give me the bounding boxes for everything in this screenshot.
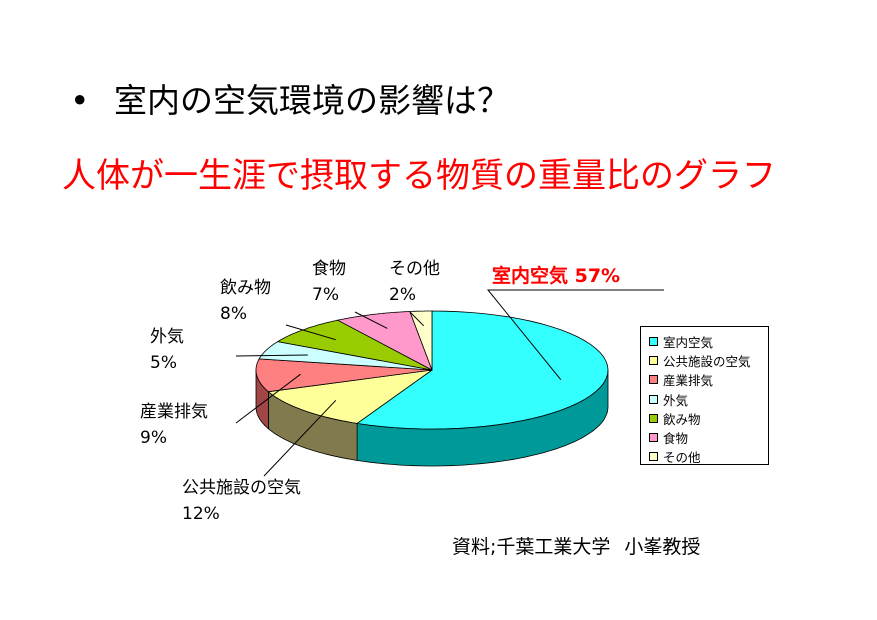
pie-slice-1 <box>267 369 433 424</box>
source-credit: 資料;千葉工業大学 小峯教授 <box>452 532 700 559</box>
legend-label-1: 公共施設の空気 <box>663 354 751 370</box>
legend-swatch-6 <box>649 452 658 462</box>
leader-line-5 <box>354 311 388 329</box>
legend-item-2: 産業排気 <box>649 370 768 389</box>
label-outdoor-value: 5% <box>150 353 177 373</box>
legend-swatch-5 <box>649 433 658 443</box>
label-drinks-value: 8% <box>220 304 247 324</box>
label-other-value: 2% <box>389 285 416 305</box>
legend-label-4: 飲み物 <box>663 411 701 427</box>
leader-line-3 <box>235 354 308 357</box>
legend-item-3: 外気 <box>649 390 768 409</box>
bullet-marker: • <box>70 81 90 120</box>
legend-item-1: 公共施設の空気 <box>649 351 768 370</box>
legend-item-6: その他 <box>649 447 768 466</box>
legend-item-0: 室内空気 <box>649 332 768 351</box>
pie-slice-2 <box>255 358 433 393</box>
leader-line-6 <box>409 311 425 327</box>
label-industrial-name: 産業排気 <box>140 402 208 422</box>
label-public-name: 公共施設の空気 <box>182 478 301 498</box>
legend-swatch-0 <box>649 337 658 347</box>
source-person: 小峯教授 <box>624 536 701 558</box>
label-food-name: 食物 <box>312 259 346 279</box>
leader-line-0 <box>486 289 664 381</box>
chart-legend: 室内空気公共施設の空気 産業排気外気飲み物食物その他 <box>640 326 769 465</box>
pie-slice-6 <box>409 310 433 371</box>
legend-swatch-4 <box>649 413 658 423</box>
legend-label-6: その他 <box>663 450 701 466</box>
pie-slice-3 <box>258 341 433 371</box>
pie-slice-5 <box>336 311 433 371</box>
source-label: 資料;千葉工業大学 <box>452 536 611 558</box>
legend-label-5: 食物 <box>663 431 689 447</box>
label-public-value: 12% <box>182 504 220 524</box>
legend-label-2: 産業排気 <box>663 373 714 389</box>
label-drinks-name: 飲み物 <box>220 278 271 298</box>
legend-item-4: 飲み物 <box>649 409 768 428</box>
legend-swatch-3 <box>649 394 658 404</box>
legend-label-0: 室内空気 <box>663 335 714 351</box>
leader-line-1 <box>263 399 337 477</box>
label-industrial-value: 9% <box>140 428 167 448</box>
legend-swatch-1 <box>649 356 658 366</box>
leader-line-2 <box>235 373 301 424</box>
heading-text: 室内の空気環境の影響は？ <box>114 81 510 120</box>
label-indoor: 室内空気 57% <box>492 264 620 287</box>
legend-label-3: 外気 <box>663 392 689 408</box>
label-other-name: その他 <box>389 259 440 279</box>
label-outdoor-name: 外気 <box>150 327 184 347</box>
pie-slice-0 <box>356 310 609 430</box>
legend-swatch-2 <box>649 375 658 385</box>
label-food-value: 7% <box>312 285 339 305</box>
chart-subtitle: 人体が一生涯で摂取する物質の重量比のグラフ <box>62 156 776 196</box>
leader-line-4 <box>285 324 336 341</box>
legend-item-5: 食物 <box>649 428 768 447</box>
pie-slice-4 <box>276 319 433 371</box>
slide-heading: • 室内の空気環境の影響は？ <box>70 74 510 122</box>
